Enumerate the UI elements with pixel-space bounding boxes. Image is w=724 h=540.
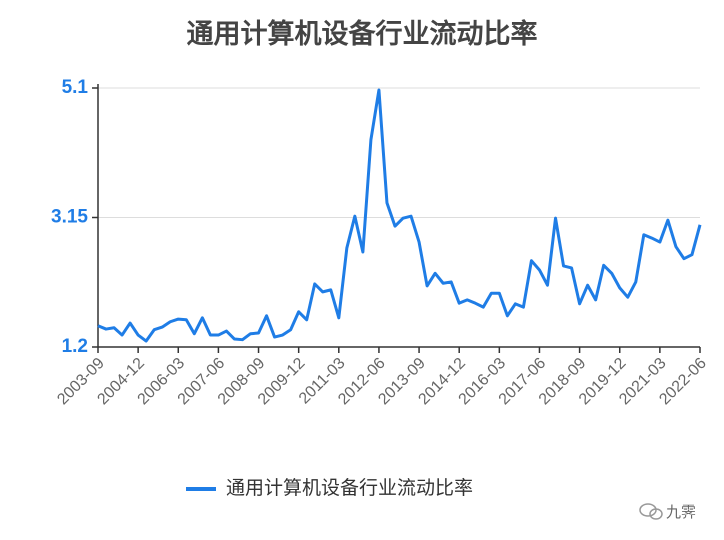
y-tick-label: 5.1 xyxy=(62,77,89,98)
chart-title: 通用计算机设备行业流动比率 xyxy=(187,18,538,49)
legend-label: 通用计算机设备行业流动比率 xyxy=(226,477,473,499)
data-line xyxy=(97,88,702,343)
watermark: 九霁 xyxy=(666,504,696,521)
y-tick-label: 3.15 xyxy=(51,207,88,228)
watermark-icon xyxy=(639,503,663,520)
y-tick-label: 1.2 xyxy=(62,336,88,357)
